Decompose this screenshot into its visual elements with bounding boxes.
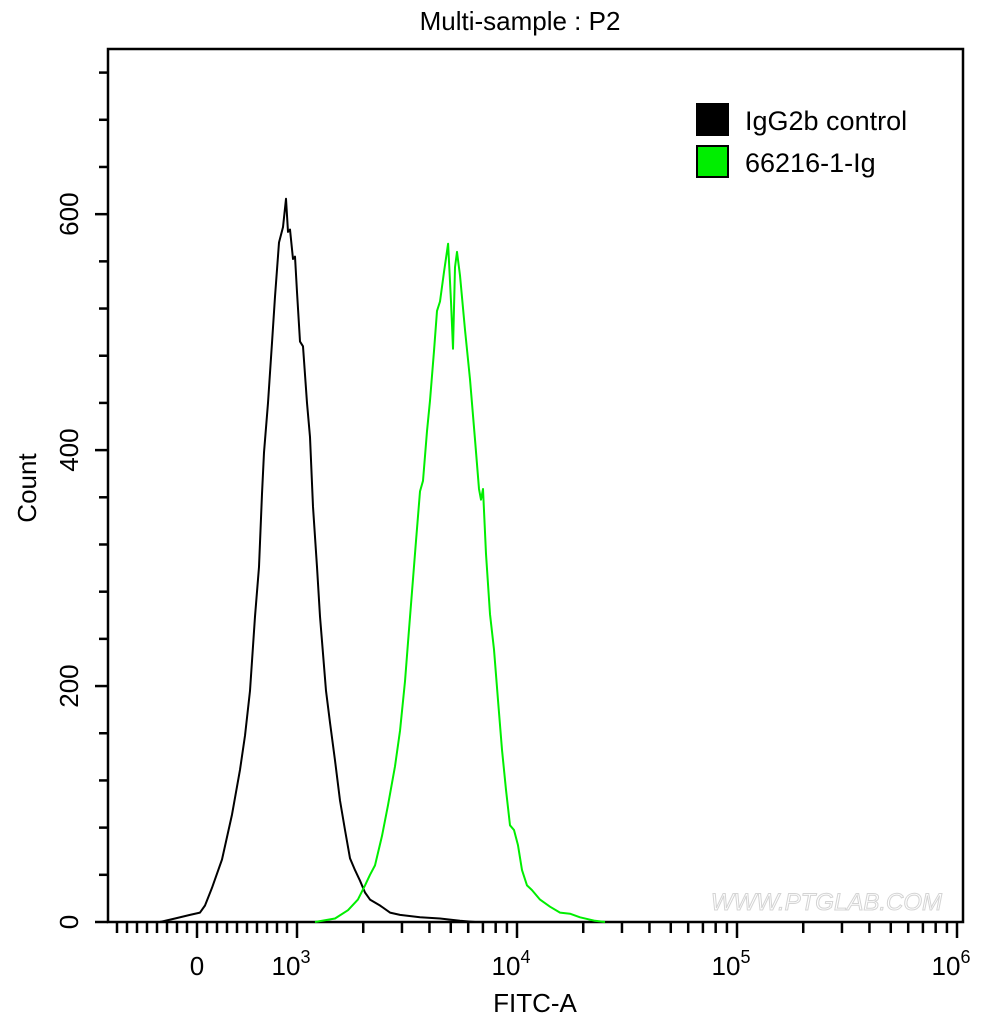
series-line-igg2b-control <box>159 197 476 923</box>
x-tick-exponent: 4 <box>520 947 530 967</box>
plot-frame <box>106 47 965 924</box>
chart-title: Multi-sample : P2 <box>420 6 621 36</box>
x-tick-exponent: 6 <box>960 947 970 967</box>
x-tick-base: 10 <box>712 951 741 981</box>
x-tick-base: 10 <box>932 951 961 981</box>
legend-label: IgG2b control <box>745 106 907 136</box>
legend-label: 66216-1-Ig <box>745 148 876 178</box>
x-tick-base: 10 <box>272 951 301 981</box>
histogram-curves <box>159 197 606 923</box>
x-tick-base: 10 <box>492 951 521 981</box>
x-tick-base: 0 <box>190 951 204 981</box>
y-axis: 0 200 400 600 <box>54 71 108 929</box>
legend: IgG2b control 66216-1-Ig <box>696 103 907 178</box>
x-axis: 0 103 104 105 106 <box>115 922 971 981</box>
y-axis-label: Count <box>12 453 42 523</box>
x-tick-label: 104 <box>492 947 531 981</box>
y-tick-label: 600 <box>54 192 84 235</box>
series-line-66216-1-ig <box>314 242 606 923</box>
x-tick-label: 105 <box>712 947 751 981</box>
x-axis-label: FITC-A <box>493 988 577 1018</box>
x-tick-label: 106 <box>932 947 971 981</box>
watermark: WWW.PTGLAB.COM <box>711 889 942 916</box>
x-tick-exponent: 5 <box>740 947 750 967</box>
legend-swatch <box>696 103 729 136</box>
legend-swatch <box>696 145 729 178</box>
y-tick-label: 0 <box>54 915 84 929</box>
x-tick-label: 0 <box>190 951 204 981</box>
x-tick-exponent: 3 <box>300 947 310 967</box>
y-tick-label: 400 <box>54 428 84 471</box>
y-tick-label: 200 <box>54 664 84 707</box>
x-tick-label: 103 <box>272 947 311 981</box>
